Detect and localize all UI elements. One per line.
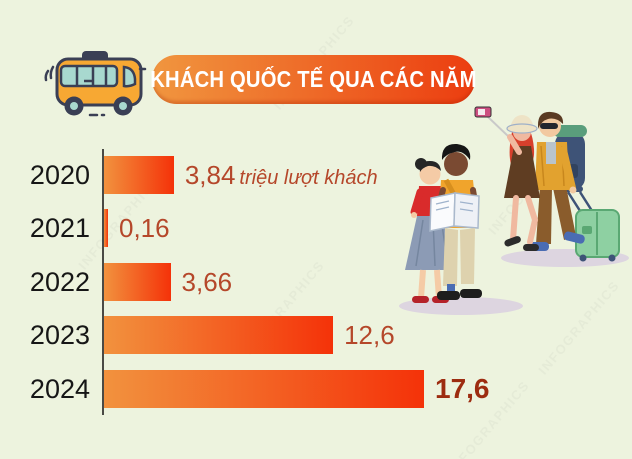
value-label: 12,6: [344, 320, 395, 351]
chart-row-2023: 2023 12,6: [0, 316, 632, 354]
value-number: 12,6: [344, 319, 395, 350]
tourist-selfie-woman: [474, 106, 540, 251]
selfie-stick-icon: [486, 115, 511, 139]
tourist-map-man: [429, 143, 482, 300]
bar-2023: [104, 316, 334, 354]
chart-row-2020: 2020 3,84 triệu lượt khách: [0, 156, 632, 194]
sunglasses-icon: [540, 123, 558, 129]
year-label: 2024: [29, 373, 90, 404]
tourist-backpack-man: [527, 111, 587, 251]
year-label: 2020: [29, 159, 90, 190]
chart-row-2024: 2024 17,6: [0, 370, 632, 408]
unit-label: triệu lượt khách: [239, 166, 378, 189]
bar-2022: [104, 263, 171, 301]
title-banner: KHÁCH QUỐC TẾ QUA CÁC NĂM: [150, 55, 477, 104]
bus-icon: [44, 51, 147, 117]
chart-row-2021: 2021 0,16: [0, 209, 632, 247]
value-number: 3,84: [184, 159, 236, 190]
year-label: 2022: [29, 266, 90, 297]
map-icon: [429, 192, 480, 232]
value-number: 3,66: [181, 266, 233, 297]
year-label: 2023: [29, 319, 90, 350]
value-label: 3,84 triệu lượt khách: [185, 160, 378, 191]
value-label: 0,16: [119, 213, 170, 244]
value-number: 0,16: [119, 212, 170, 243]
bar-2024: [104, 370, 424, 408]
chart-row-2022: 2022 3,66: [0, 263, 632, 301]
page-title: KHÁCH QUỐC TẾ QUA CÁC NĂM: [150, 66, 477, 92]
value-label: 3,66: [182, 267, 233, 298]
value-number: 17,6: [435, 373, 490, 404]
value-label: 17,6: [435, 373, 490, 405]
tourists-illustration: [399, 106, 629, 315]
bar-2020: [104, 156, 174, 194]
shadow-ellipse: [399, 297, 523, 315]
year-label: 2021: [29, 212, 90, 243]
y-axis-line: [102, 149, 104, 415]
bar-2021: [104, 209, 108, 247]
